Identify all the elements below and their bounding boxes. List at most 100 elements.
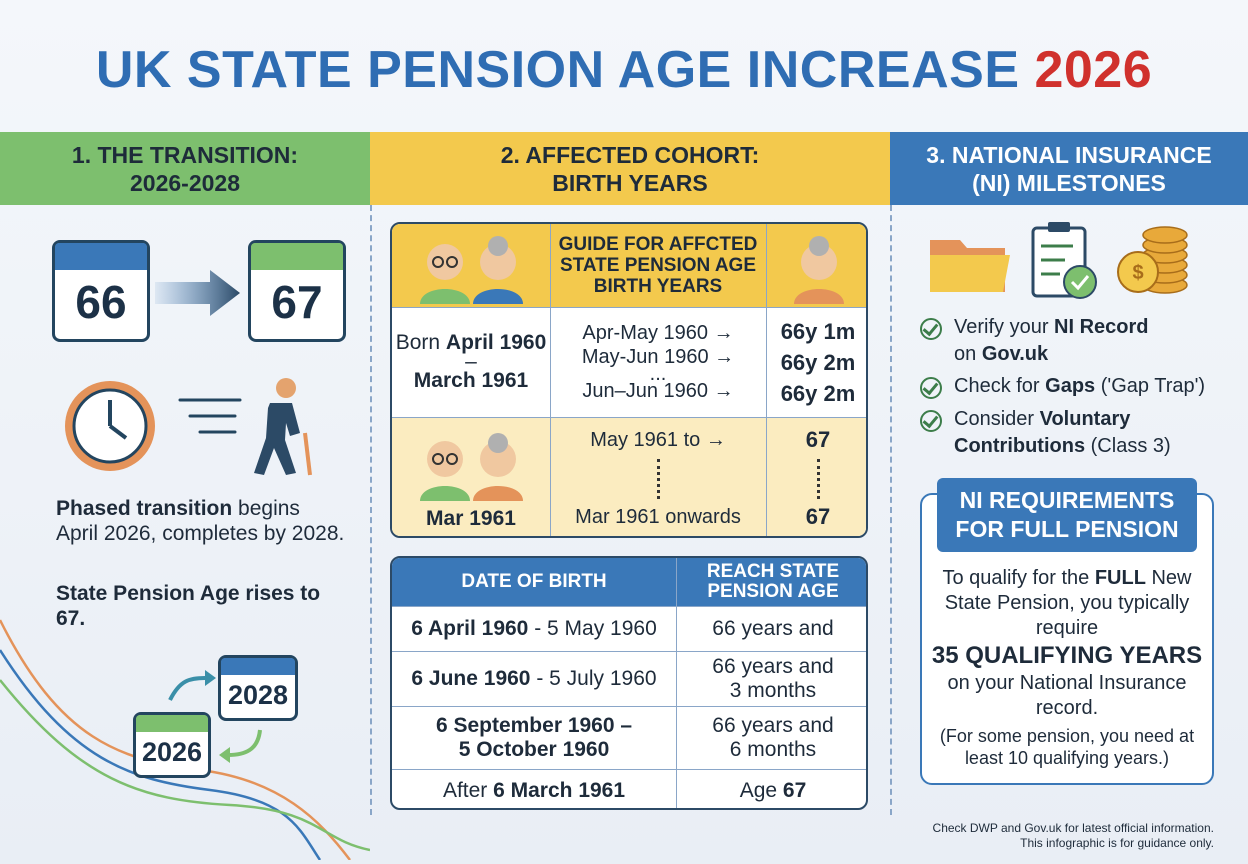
bold-text: Phased transition xyxy=(56,497,233,520)
calendar-number: 66 xyxy=(75,276,127,328)
bold-text: State Pension Age rises to 67. xyxy=(56,582,321,630)
text: Apr-May 1960 → xyxy=(582,322,734,344)
text: May-Jun 1960 → xyxy=(581,346,735,368)
text: Age xyxy=(739,779,783,802)
heading-line: BIRTH YEARS xyxy=(552,169,708,196)
calendar: 2026 xyxy=(133,712,211,778)
age-cell: 66 years and 3 months xyxy=(676,651,866,706)
date-cell: 6 September 1960 –5 October 1960 xyxy=(392,706,676,769)
age-cell: 66 years and 6 months xyxy=(676,706,866,769)
text: - 5 July 1960 xyxy=(530,667,657,690)
calendar: 2028 xyxy=(218,655,298,721)
bold-text: 6 April 1960 xyxy=(411,617,529,640)
text: Consider xyxy=(954,408,1040,430)
header-cell: REACH STATE PENSION AGE xyxy=(676,558,866,606)
text: May 1961 to → xyxy=(590,429,726,451)
title-year: 2026 xyxy=(1034,41,1153,99)
date-header-bg xyxy=(392,558,866,606)
heading-line: 2. AFFECTED COHORT: xyxy=(500,141,760,168)
row2-range: Mar 1961 onwards xyxy=(550,501,766,533)
text: NI REQUIREMENTS FOR FULL PENSION xyxy=(955,487,1179,542)
heading-line: 2026-2028 xyxy=(130,169,240,196)
age-cell: Age 67 xyxy=(676,769,866,808)
check-item: Verify your NI Record on Gov.uk xyxy=(918,314,1248,368)
text: 66 years and xyxy=(712,714,834,737)
age-cell: 66 years and xyxy=(676,606,866,651)
section-header: 3. NATIONAL INSURANCE (NI) MILESTONES xyxy=(890,132,1248,205)
title: UK STATE PENSION AGE INCREASE 2026 xyxy=(0,40,1248,100)
text: DATE OF BIRTH xyxy=(461,571,607,592)
date-table: DATE OF BIRTH REACH STATE PENSION AGE 6 … xyxy=(390,556,868,810)
calendar-number: 2028 xyxy=(227,680,289,710)
calendar: 66 xyxy=(52,240,150,342)
text: Mar 1961 onwards xyxy=(575,506,741,528)
section-header: 1. THE TRANSITION: 2026-2028 xyxy=(0,132,370,205)
divider xyxy=(890,205,892,815)
ni-icons: $ xyxy=(930,222,1188,299)
heading-line: 3. NATIONAL INSURANCE xyxy=(926,141,1212,168)
text: Jun–Jun 1960 → xyxy=(582,380,734,402)
date-line: 6 June 1960 - 5 July 1960 xyxy=(411,667,656,691)
guide-table: GUIDE FOR AFFCTED STATE PENSION AGE BIRT… xyxy=(390,222,868,538)
note: (For some pension, you need at least 10 … xyxy=(939,726,1195,768)
date-line: After 6 March 1961 xyxy=(443,779,625,803)
check-item: Consider Voluntary Contributions (Class 3… xyxy=(918,406,1248,460)
guide-title-text: GUIDE FOR AFFCTED STATE PENSION AGE BIRT… xyxy=(558,234,758,297)
heading-line: (NI) MILESTONES xyxy=(972,169,1166,196)
header-cell: DATE OF BIRTH xyxy=(392,558,676,606)
text: – xyxy=(465,350,477,373)
arrow xyxy=(155,270,240,316)
date-cell: After 6 March 1961 xyxy=(392,769,676,808)
row2-cohort: Mar 1961 xyxy=(392,504,550,534)
footer: Check DWP and Gov.uk for latest official… xyxy=(933,821,1214,851)
text: begins April 2026, completes by 2028. xyxy=(56,497,345,545)
check-item: Check for Gaps ('Gap Trap') xyxy=(918,373,1248,400)
text: Born xyxy=(395,331,446,354)
bold-text: March 1961 xyxy=(413,369,529,392)
row2-age: 67 xyxy=(766,501,866,533)
text: After xyxy=(442,779,494,802)
transition-text: Phased transition begins April 2026, com… xyxy=(56,496,346,546)
divider xyxy=(370,205,372,815)
text: 6 months xyxy=(729,738,817,761)
col-line xyxy=(550,224,551,536)
requirements-title: NI REQUIREMENTS FOR FULL PENSION xyxy=(937,478,1197,552)
row1-cohort: Born April 1960 – March 1961 xyxy=(392,307,550,417)
bold-text: Voluntary xyxy=(1039,408,1131,430)
text: 67 xyxy=(805,504,831,529)
bold-text: 35 QUALIFYING YEARS xyxy=(931,642,1203,669)
calendar-number: 67 xyxy=(271,276,323,328)
date-line: 6 April 1960 - 5 May 1960 xyxy=(411,617,657,641)
text: ... xyxy=(649,363,667,385)
text: 3 months xyxy=(729,679,817,702)
col-line xyxy=(676,558,677,808)
guide-title: GUIDE FOR AFFCTED STATE PENSION AGE BIRT… xyxy=(550,224,766,307)
row1-ages: 66y 1m 66y 2m 66y 2m xyxy=(766,307,866,417)
bold-text: Gov.uk xyxy=(981,343,1049,365)
dots xyxy=(657,459,660,499)
bold-text: April 1960 xyxy=(445,331,547,354)
text: on xyxy=(954,343,982,365)
text: New State Pension, you typically require xyxy=(944,567,1192,639)
row1-ranges: Apr-May 1960 → May-Jun 1960 → ... Jun–Ju… xyxy=(550,307,766,417)
bold-text: Contributions xyxy=(954,435,1086,457)
calendar: 67 xyxy=(248,240,346,342)
footer-line: Check DWP and Gov.uk for latest official… xyxy=(932,821,1214,835)
text: Check for xyxy=(954,375,1046,397)
text: 66 years and xyxy=(712,655,834,678)
heading-line: 1. THE TRANSITION: xyxy=(71,141,299,168)
woman-icon xyxy=(794,236,844,304)
col-line xyxy=(766,224,767,536)
guide-row-bg xyxy=(392,417,866,536)
bold-text: 6 September 1960 – xyxy=(435,714,633,737)
text: 66y 2m xyxy=(780,380,856,406)
clock-walker-icon xyxy=(65,378,312,476)
rise-text: State Pension Age rises to 67. xyxy=(56,581,346,631)
text: REACH STATE PENSION AGE xyxy=(706,561,840,602)
guide-header-bg xyxy=(392,224,866,308)
bold-text: 6 March 1961 xyxy=(493,779,626,802)
bold-text: FULL xyxy=(1094,567,1146,589)
svg-text:$: $ xyxy=(1132,262,1143,284)
requirements-body: To qualify for the FULL New State Pensio… xyxy=(930,566,1204,769)
text: 66y 1m xyxy=(780,318,856,344)
